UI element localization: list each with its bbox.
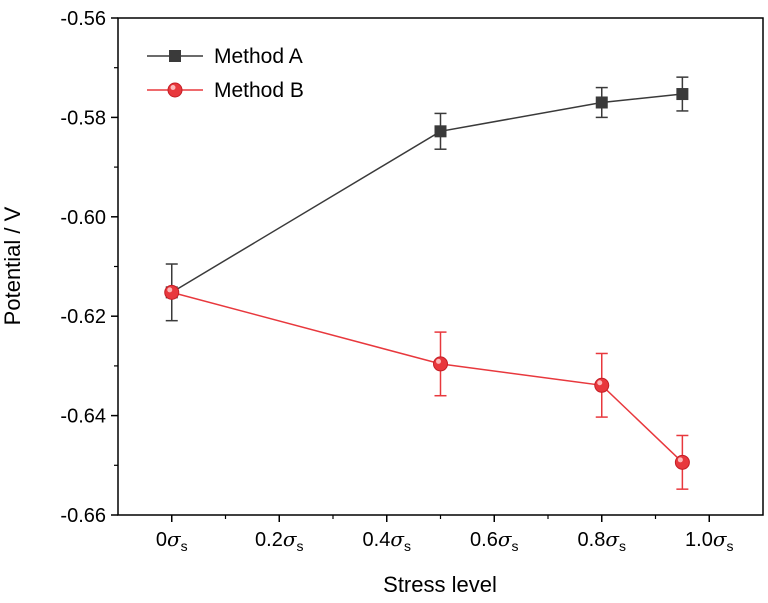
marker-highlight bbox=[597, 380, 603, 386]
y-axis-title: Potential / V bbox=[0, 206, 25, 325]
legend-item: Method A bbox=[147, 45, 303, 68]
x-tick-label: 0σs bbox=[156, 527, 188, 554]
x-axis: 0σs 0.2σs 0.4σs 0.6σs 0.8σs 1.0σs bbox=[156, 515, 733, 554]
legend-label: Method A bbox=[214, 45, 303, 68]
x-axis-title: Stress level bbox=[383, 572, 497, 597]
legend: Method A Method B bbox=[147, 45, 304, 102]
marker-highlight bbox=[170, 85, 176, 90]
x-tick-label: 0.6σs bbox=[470, 527, 518, 554]
marker-highlight bbox=[677, 457, 683, 463]
data-point-circle bbox=[167, 82, 183, 98]
y-tick-label: -0.56 bbox=[60, 8, 106, 30]
y-tick-label: -0.64 bbox=[60, 406, 106, 428]
y-axis: -0.56 -0.58 -0.60 -0.62 -0.64 -0.66 bbox=[60, 8, 118, 527]
marker-highlight bbox=[436, 358, 441, 364]
data-point-circle bbox=[594, 377, 610, 393]
x-tick-label: 0.4σs bbox=[363, 527, 411, 554]
data-point-circle bbox=[433, 356, 448, 372]
data-point-circle bbox=[164, 284, 180, 300]
series-layer bbox=[164, 76, 690, 490]
legend-label: Method B bbox=[214, 79, 304, 102]
x-tick-label: 0.2σs bbox=[255, 527, 303, 554]
series-line bbox=[171, 93, 683, 293]
y-tick-label: -0.58 bbox=[60, 107, 106, 129]
legend-item: Method B bbox=[147, 79, 304, 102]
series-method-a bbox=[165, 76, 689, 322]
data-point-circle bbox=[674, 454, 690, 470]
y-tick-label: -0.66 bbox=[60, 505, 106, 527]
series-method-b bbox=[164, 284, 690, 490]
y-tick-label: -0.60 bbox=[60, 207, 106, 229]
data-point-square bbox=[434, 125, 447, 138]
y-tick-label: -0.62 bbox=[60, 306, 106, 328]
x-tick-label: 1.0σs bbox=[685, 527, 733, 554]
x-tick-label: 0.8σs bbox=[578, 527, 626, 554]
data-point-square bbox=[595, 96, 608, 109]
data-point-square bbox=[169, 50, 181, 62]
data-point-square bbox=[676, 88, 689, 101]
marker-highlight bbox=[167, 287, 173, 293]
series-line bbox=[171, 291, 683, 463]
